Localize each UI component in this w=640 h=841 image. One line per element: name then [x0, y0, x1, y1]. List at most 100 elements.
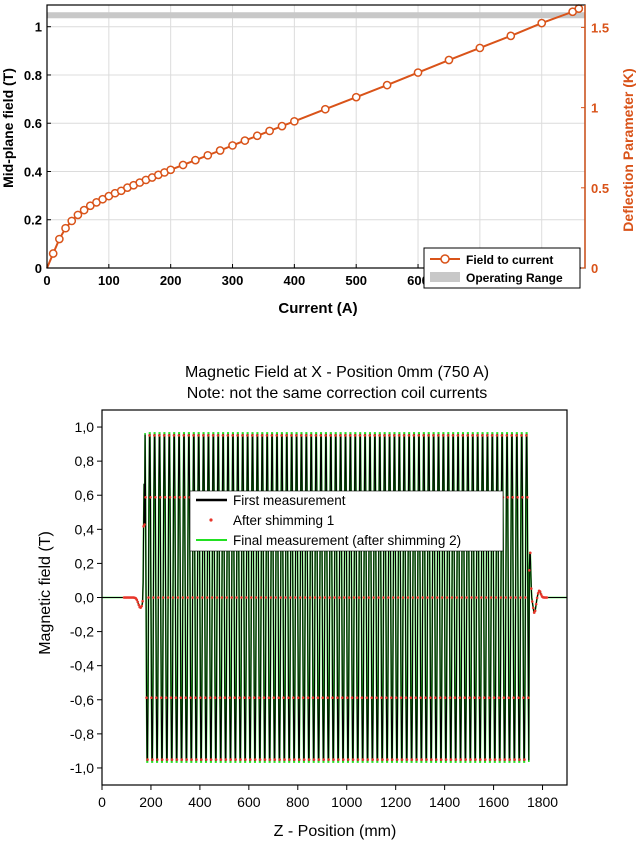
- shimming-1-point: [210, 596, 214, 599]
- shimming-1-point: [351, 758, 355, 761]
- shimming-1-point: [399, 696, 403, 699]
- shimming-1-point: [395, 758, 399, 761]
- shimming-1-point: [362, 596, 366, 599]
- shimming-1-point: [342, 758, 345, 761]
- shimming-1-point: [445, 596, 449, 599]
- shimming-1-point: [414, 696, 418, 699]
- shimming-1-point: [136, 600, 140, 604]
- shimming-1-point: [371, 758, 374, 761]
- shimming-1-point: [157, 434, 161, 437]
- shimming-1-point: [367, 596, 371, 599]
- shimming-1-point: [455, 596, 459, 599]
- shimming-1-point: [274, 596, 278, 599]
- shimming-1-point: [518, 758, 521, 761]
- shimming-1-point: [348, 434, 352, 437]
- shimming-1-point: [156, 596, 160, 599]
- shimming-1-point: [482, 696, 486, 699]
- shimming-1-point: [290, 434, 293, 437]
- shimming-1-point: [153, 434, 156, 437]
- shimming-1-point: [202, 434, 205, 437]
- shimming-1-point: [163, 496, 167, 499]
- shimming-1-point: [411, 596, 415, 599]
- chart-magnetic-field-profile: Magnetic Field at X - Position 0mm (750 …: [37, 364, 568, 840]
- shimming-1-point: [327, 758, 330, 761]
- shimming-1-point: [503, 758, 507, 761]
- chart2-x-tick-label: 1200: [380, 794, 411, 810]
- shimming-1-point: [151, 758, 154, 761]
- shimming-1-point: [297, 758, 301, 761]
- shimming-1-point: [308, 596, 312, 599]
- chart1-y-tick-label: 0.4: [24, 164, 43, 179]
- shimming-1-point: [200, 758, 203, 761]
- shimming-1-point: [293, 758, 296, 761]
- shimming-1-point: [147, 596, 150, 599]
- shimming-1-point: [326, 696, 329, 699]
- shimming-1-point: [513, 758, 516, 761]
- shimming-1-point: [528, 551, 532, 555]
- shimming-1-point: [301, 696, 305, 699]
- chart1-series-line: [46, 7, 580, 269]
- chart1-y2-ticks: 0 0.5 1 1.5: [581, 5, 609, 276]
- shimming-1-point: [259, 596, 263, 599]
- shimming-1-point: [358, 434, 362, 437]
- legend-label-final-measurement: Final measurement (after shimming 2): [233, 533, 461, 548]
- shimming-1-point: [219, 758, 223, 761]
- shimming-1-point: [295, 434, 298, 437]
- shimming-1-point: [338, 596, 341, 599]
- shimming-1-point: [316, 696, 320, 699]
- chart2-x-tick-label: 0: [98, 794, 106, 810]
- shimming-1-point: [278, 758, 281, 761]
- shimming-1-point: [377, 596, 380, 599]
- chart2-x-tick-label: 200: [139, 794, 163, 810]
- chart1-point: [67, 216, 77, 226]
- shimming-1-point: [479, 758, 482, 761]
- shimming-1-point: [512, 696, 515, 699]
- shimming-1-point: [366, 758, 370, 761]
- shimming-1-point: [257, 696, 261, 699]
- shimming-1-point: [143, 523, 146, 526]
- shimming-1-point: [539, 593, 543, 596]
- shimming-1-point: [329, 434, 332, 437]
- shimming-1-point: [174, 696, 178, 699]
- shimming-1-point: [412, 434, 416, 437]
- legend-swatch-operating-range: [430, 272, 460, 282]
- shimming-1-point: [350, 696, 354, 699]
- shimming-1-point: [339, 434, 342, 437]
- chart1-x-tick-label: 100: [98, 273, 120, 288]
- shimming-1-point: [182, 434, 186, 437]
- chart1-point: [382, 80, 392, 90]
- shimming-1-point: [361, 758, 365, 761]
- shimming-1-point: [209, 758, 213, 761]
- operating-range-band: [47, 12, 585, 19]
- shimming-1-point: [228, 696, 232, 699]
- shimming-1-point: [186, 596, 189, 599]
- shimming-1-point: [448, 696, 452, 699]
- shimming-1-point: [184, 696, 187, 699]
- shimming-1-point: [284, 596, 287, 599]
- shimming-1-point: [216, 434, 220, 437]
- chart1-point: [506, 31, 516, 41]
- shimming-1-point: [385, 696, 388, 699]
- chart1-point: [55, 234, 64, 244]
- shimming-1-point: [141, 599, 144, 603]
- shimming-1-point: [167, 434, 171, 437]
- chart1-point: [240, 136, 250, 145]
- shimming-1-point: [185, 758, 188, 761]
- shimming-1-point: [422, 434, 425, 437]
- shimming-1-point: [231, 434, 234, 437]
- shimming-1-point: [516, 496, 519, 499]
- chart1-point: [48, 249, 58, 258]
- shimming-1-point: [248, 696, 251, 699]
- shimming-1-point: [312, 758, 316, 761]
- shimming-1-point: [343, 434, 347, 437]
- chart1-y2-tick-label: 1: [591, 101, 598, 116]
- chart1-point: [265, 126, 274, 136]
- shimming-1-point: [267, 696, 271, 699]
- shimming-1-point: [260, 434, 264, 437]
- chart2-x-ticks: 0 200 400 600 800 1000 1200 1400 1600 1800: [98, 785, 558, 810]
- shimming-1-point: [459, 758, 463, 761]
- shimming-1-point: [181, 596, 185, 599]
- shimming-1-point: [311, 696, 315, 699]
- shimming-1-point: [324, 434, 327, 437]
- shimming-1-point: [161, 596, 165, 599]
